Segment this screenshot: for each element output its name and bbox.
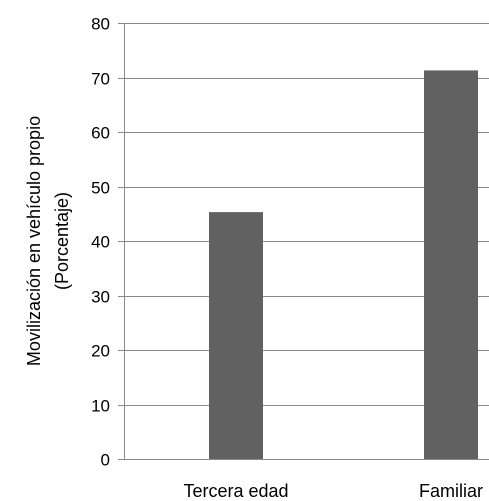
y-tick-label: 0 (101, 451, 110, 470)
y-tick-label: 70 (91, 70, 110, 89)
x-tick-label: Tercera edad (183, 481, 288, 501)
y-tick-label: 40 (91, 233, 110, 252)
y-axis-title-line1: Movilización en vehículo propio (24, 116, 44, 366)
x-tick-label: Familiar (419, 481, 483, 501)
y-tick-label: 50 (91, 179, 110, 198)
x-axis-labels: Tercera edad Familiar (183, 481, 483, 501)
bar-familiar (424, 70, 478, 459)
y-axis: 0 10 20 30 40 50 60 70 80 (91, 15, 125, 470)
bars (209, 70, 478, 459)
gridlines (118, 23, 489, 460)
bar-tercera-edad (209, 212, 263, 459)
y-tick-label: 10 (91, 397, 110, 416)
y-tick-label: 60 (91, 124, 110, 143)
y-tick-label: 30 (91, 288, 110, 307)
y-tick-label: 20 (91, 342, 110, 361)
y-tick-label: 80 (91, 15, 110, 34)
y-axis-title-line2: (Porcentaje) (52, 192, 72, 290)
